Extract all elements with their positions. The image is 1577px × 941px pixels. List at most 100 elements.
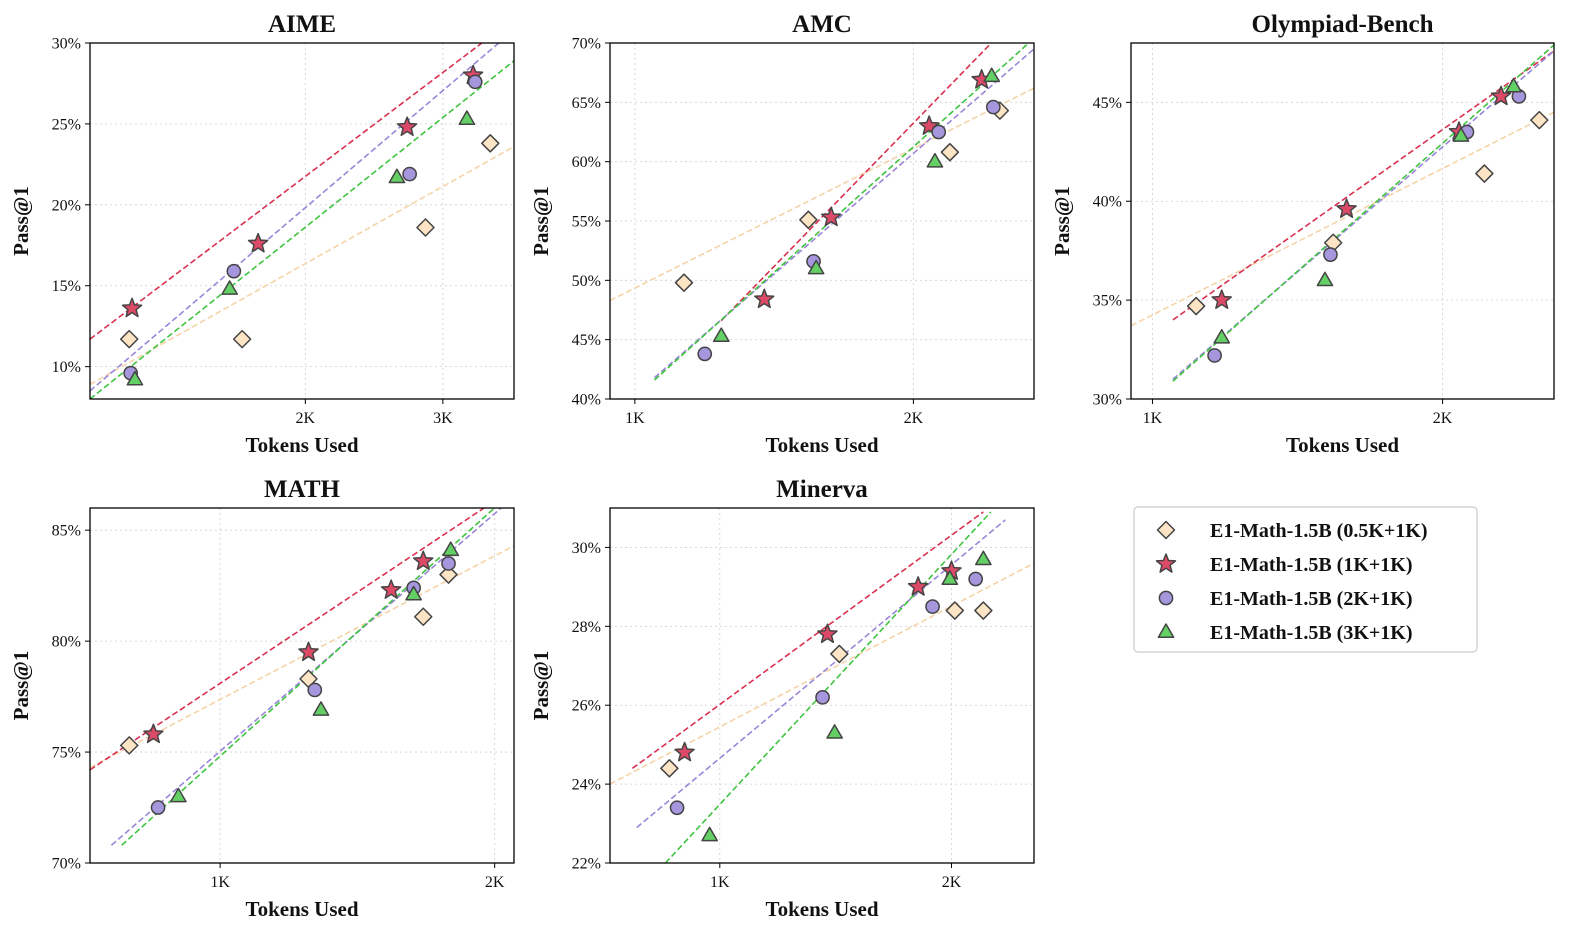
chart-panel-olympiad-bench: 1K 2K 30% 35% 40% 45% Olympiad-Bench Tokens Use… (1050, 11, 1555, 457)
plot-frame (89, 42, 515, 400)
trend-line-1 (90, 545, 514, 769)
y-tick-label: 22% (572, 856, 601, 873)
data-point (405, 585, 422, 601)
y-tick-label: 40% (572, 392, 601, 409)
data-point (674, 273, 694, 292)
y-tick-label: 70% (52, 856, 81, 873)
y-tick-label: 35% (1093, 293, 1122, 310)
data-point (799, 210, 818, 230)
data-point (983, 67, 1001, 83)
plot-frame (609, 507, 1035, 864)
data-point (697, 346, 713, 362)
chart-panel-aime: 2K 3K 10% 15% 20% 25% 30% AIME Tokens Used Pass@1 (9, 11, 515, 457)
data-point (815, 689, 830, 705)
x-tick-label: 1K (210, 874, 230, 891)
data-point (826, 724, 843, 739)
panel-title: Olympiad-Bench (1252, 11, 1434, 38)
trend-line-4 (1172, 44, 1554, 382)
y-tick-label: 50% (572, 273, 601, 290)
data-point (226, 263, 242, 279)
y-tick-label: 24% (572, 777, 601, 794)
data-point (1530, 110, 1549, 130)
data-point (674, 741, 695, 762)
fit-lines (610, 43, 1034, 381)
data-point (925, 599, 940, 614)
data-point (119, 329, 139, 349)
legend-marker-diamond (1156, 520, 1176, 540)
y-tick-label: 80% (52, 634, 81, 651)
y-axis-label: Pass@1 (9, 186, 33, 256)
y-tick-label: 30% (52, 36, 81, 53)
x-tick-label: 2K (904, 410, 924, 427)
y-tick-label: 25% (52, 116, 81, 133)
x-tick-label: 2K (942, 874, 962, 891)
legend-marker-star (1155, 553, 1177, 573)
data-point (441, 556, 456, 571)
data-point (1323, 247, 1338, 262)
trend-line-3 (90, 43, 501, 392)
legend-label: E1-Math-1.5B (1K+1K) (1210, 554, 1413, 576)
x-tick-label: 1K (1143, 410, 1163, 427)
y-tick-label: 70% (572, 36, 601, 53)
data-point (481, 134, 500, 153)
data-point (458, 110, 476, 126)
y-axis-label: Pass@1 (529, 186, 553, 256)
x-tick-label: 2K (1433, 410, 1453, 427)
y-axis-label: Pass@1 (1050, 186, 1074, 256)
panel-title: AMC (792, 11, 852, 38)
trend-line-2 (631, 511, 984, 769)
trend-line-2 (90, 43, 484, 340)
legend-label: E1-Math-1.5B (2K+1K) (1210, 588, 1413, 610)
data-point (150, 800, 166, 815)
data-point (907, 576, 929, 596)
legend-box (1133, 506, 1478, 653)
data-point (1490, 85, 1512, 106)
data-point (1213, 328, 1231, 344)
data-point (312, 701, 330, 716)
panel-title: AIME (268, 11, 336, 38)
fit-lines (1131, 44, 1554, 382)
data-point (974, 601, 993, 620)
legend-marker-triangle (1157, 623, 1175, 638)
data-point (1211, 289, 1232, 309)
y-tick-label: 55% (572, 214, 601, 231)
fit-lines (610, 511, 1034, 863)
y-tick-label: 15% (52, 278, 81, 295)
data-point (807, 259, 825, 275)
fit-lines (90, 43, 514, 399)
legend-label: E1-Math-1.5B (3K+1K) (1210, 622, 1413, 644)
legend-marker-circle (1158, 590, 1174, 606)
y-axis-label: Pass@1 (9, 651, 33, 721)
data-point (985, 99, 1001, 115)
data-point (120, 736, 139, 755)
data-point (830, 644, 849, 664)
data-point (388, 168, 406, 184)
y-tick-label: 28% (572, 619, 601, 636)
trend-line-1 (90, 145, 514, 386)
data-point (1186, 296, 1206, 316)
x-tick-label: 1K (625, 410, 645, 427)
chart-panel-minerva: 1K 2K 22% 24% 26% 28% 30% Minerva Tokens Used Pas… (529, 476, 1035, 921)
data-point (712, 327, 730, 343)
y-tick-label: 45% (1093, 95, 1122, 112)
data-point (232, 329, 252, 349)
y-tick-label: 85% (52, 523, 81, 540)
y-tick-label: 26% (572, 698, 601, 715)
trend-line-2 (1172, 50, 1554, 321)
x-axis-label: Tokens Used (765, 433, 878, 457)
trend-line-2 (720, 43, 993, 322)
data-point (820, 206, 842, 227)
x-tick-label: 2K (296, 410, 316, 427)
plot-frame (1130, 42, 1555, 400)
data-point (126, 370, 144, 386)
trend-line-4 (664, 511, 992, 863)
data-point (918, 115, 940, 135)
trend-line-4 (121, 508, 496, 846)
y-tick-label: 20% (52, 197, 81, 214)
data-point (754, 288, 775, 309)
data-point (416, 218, 435, 237)
data-point (412, 550, 434, 571)
data-point (974, 550, 992, 566)
trend-line-1 (610, 562, 1034, 785)
